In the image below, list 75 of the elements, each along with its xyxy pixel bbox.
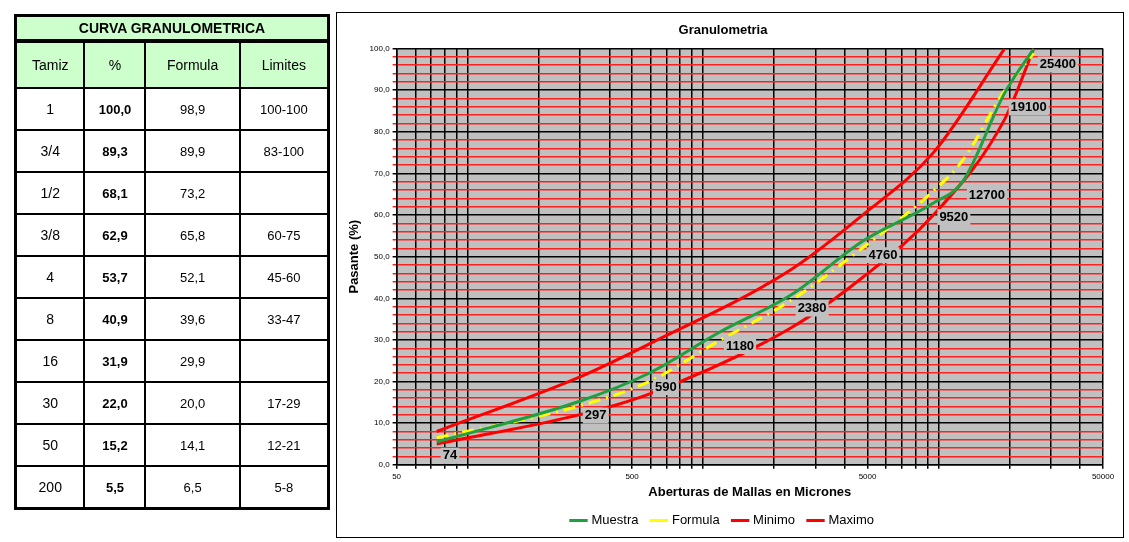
category-label: 3/4 <box>40 143 60 159</box>
x-tick-label: 5000 <box>858 471 877 481</box>
text: 89,9 <box>179 143 206 159</box>
annotation: 2380 <box>797 300 827 316</box>
text: 89,3 <box>102 143 128 159</box>
annotation: 19100 <box>1010 98 1047 114</box>
category-label: 30 <box>42 395 59 411</box>
annotation: 4760 <box>868 246 898 262</box>
y-tick-label: 40,0 <box>374 293 391 303</box>
text: 83-100 <box>263 143 305 159</box>
category-label: 4 <box>46 269 55 285</box>
annotation: 25400 <box>1039 56 1076 72</box>
y-tick-label: 90,0 <box>374 85 391 95</box>
y-tick-label: 80,0 <box>374 127 391 137</box>
text: Tamiz <box>15 41 85 88</box>
text: 33-47 <box>267 311 301 327</box>
text: 39,6 <box>179 311 206 327</box>
text: 100-100 <box>260 101 308 117</box>
text: 65,8 <box>179 227 206 243</box>
y-tick-label: 10,0 <box>374 418 391 428</box>
text: 68,1 <box>102 185 128 201</box>
text: 73,2 <box>179 185 206 201</box>
text: 6,5 <box>183 479 202 495</box>
text: 5-8 <box>274 479 294 495</box>
category-label: % <box>84 41 146 88</box>
text: 29,9 <box>179 353 206 369</box>
y-tick-label: 60,0 <box>374 210 391 220</box>
text: 52,1 <box>179 269 206 285</box>
text: 12-21 <box>267 437 301 453</box>
text: 5,5 <box>105 479 125 495</box>
annotation: 297 <box>584 407 607 423</box>
annotation: 9520 <box>939 208 969 224</box>
category-label: Limites <box>239 41 329 88</box>
annotation: 12700 <box>968 186 1006 202</box>
text: 40,9 <box>102 311 128 327</box>
legend-label: Muestra <box>591 512 640 528</box>
text: 20,0 <box>179 395 206 411</box>
text: 22,0 <box>102 395 128 411</box>
text: 17-29 <box>267 395 301 411</box>
chart-title: Granulometria <box>678 22 769 38</box>
legend-label: Maximo <box>828 512 875 528</box>
text: 14,1 <box>179 437 206 453</box>
x-axis-title: Aberturas de Mallas en Micrones <box>648 483 852 499</box>
category-label: 200 <box>38 479 62 495</box>
legend-label: Formula <box>671 512 721 528</box>
category-label: 1 <box>46 101 55 117</box>
legend-label: Minimo <box>753 512 796 528</box>
text: 31,9 <box>102 353 128 369</box>
x-tick-label: 50 <box>392 471 402 481</box>
category-label: 16 <box>42 353 59 369</box>
category-label: 8 <box>46 311 55 327</box>
annotation: 74 <box>442 447 458 463</box>
category-label: 1/2 <box>40 185 60 201</box>
category-label: Formula <box>145 41 240 88</box>
annotation: 590 <box>655 378 677 394</box>
y-axis-title: Pasante (%) <box>346 219 362 294</box>
x-tick-label: 50000 <box>1091 471 1115 481</box>
text: 62,9 <box>102 227 128 243</box>
annotation: 1180 <box>725 337 755 353</box>
y-tick-label: 30,0 <box>374 335 391 345</box>
category-label: 3/8 <box>40 227 60 243</box>
text: CURVA GRANULOMETRICA <box>15 15 329 41</box>
y-tick-label: 100,0 <box>369 43 391 53</box>
text: 15,2 <box>102 437 128 453</box>
y-tick-label: 20,0 <box>374 376 391 386</box>
text: 53,7 <box>102 269 128 285</box>
text: 60-75 <box>267 227 301 243</box>
x-tick-label: 500 <box>625 471 640 481</box>
category-label: 50 <box>42 437 59 453</box>
y-tick-label: 70,0 <box>374 168 391 178</box>
text: 45-60 <box>267 269 301 285</box>
y-tick-label: 50,0 <box>374 251 391 261</box>
text: 98,9 <box>179 101 206 117</box>
text: 100,0 <box>98 101 132 117</box>
y-tick-label: 0,0 <box>378 460 391 469</box>
